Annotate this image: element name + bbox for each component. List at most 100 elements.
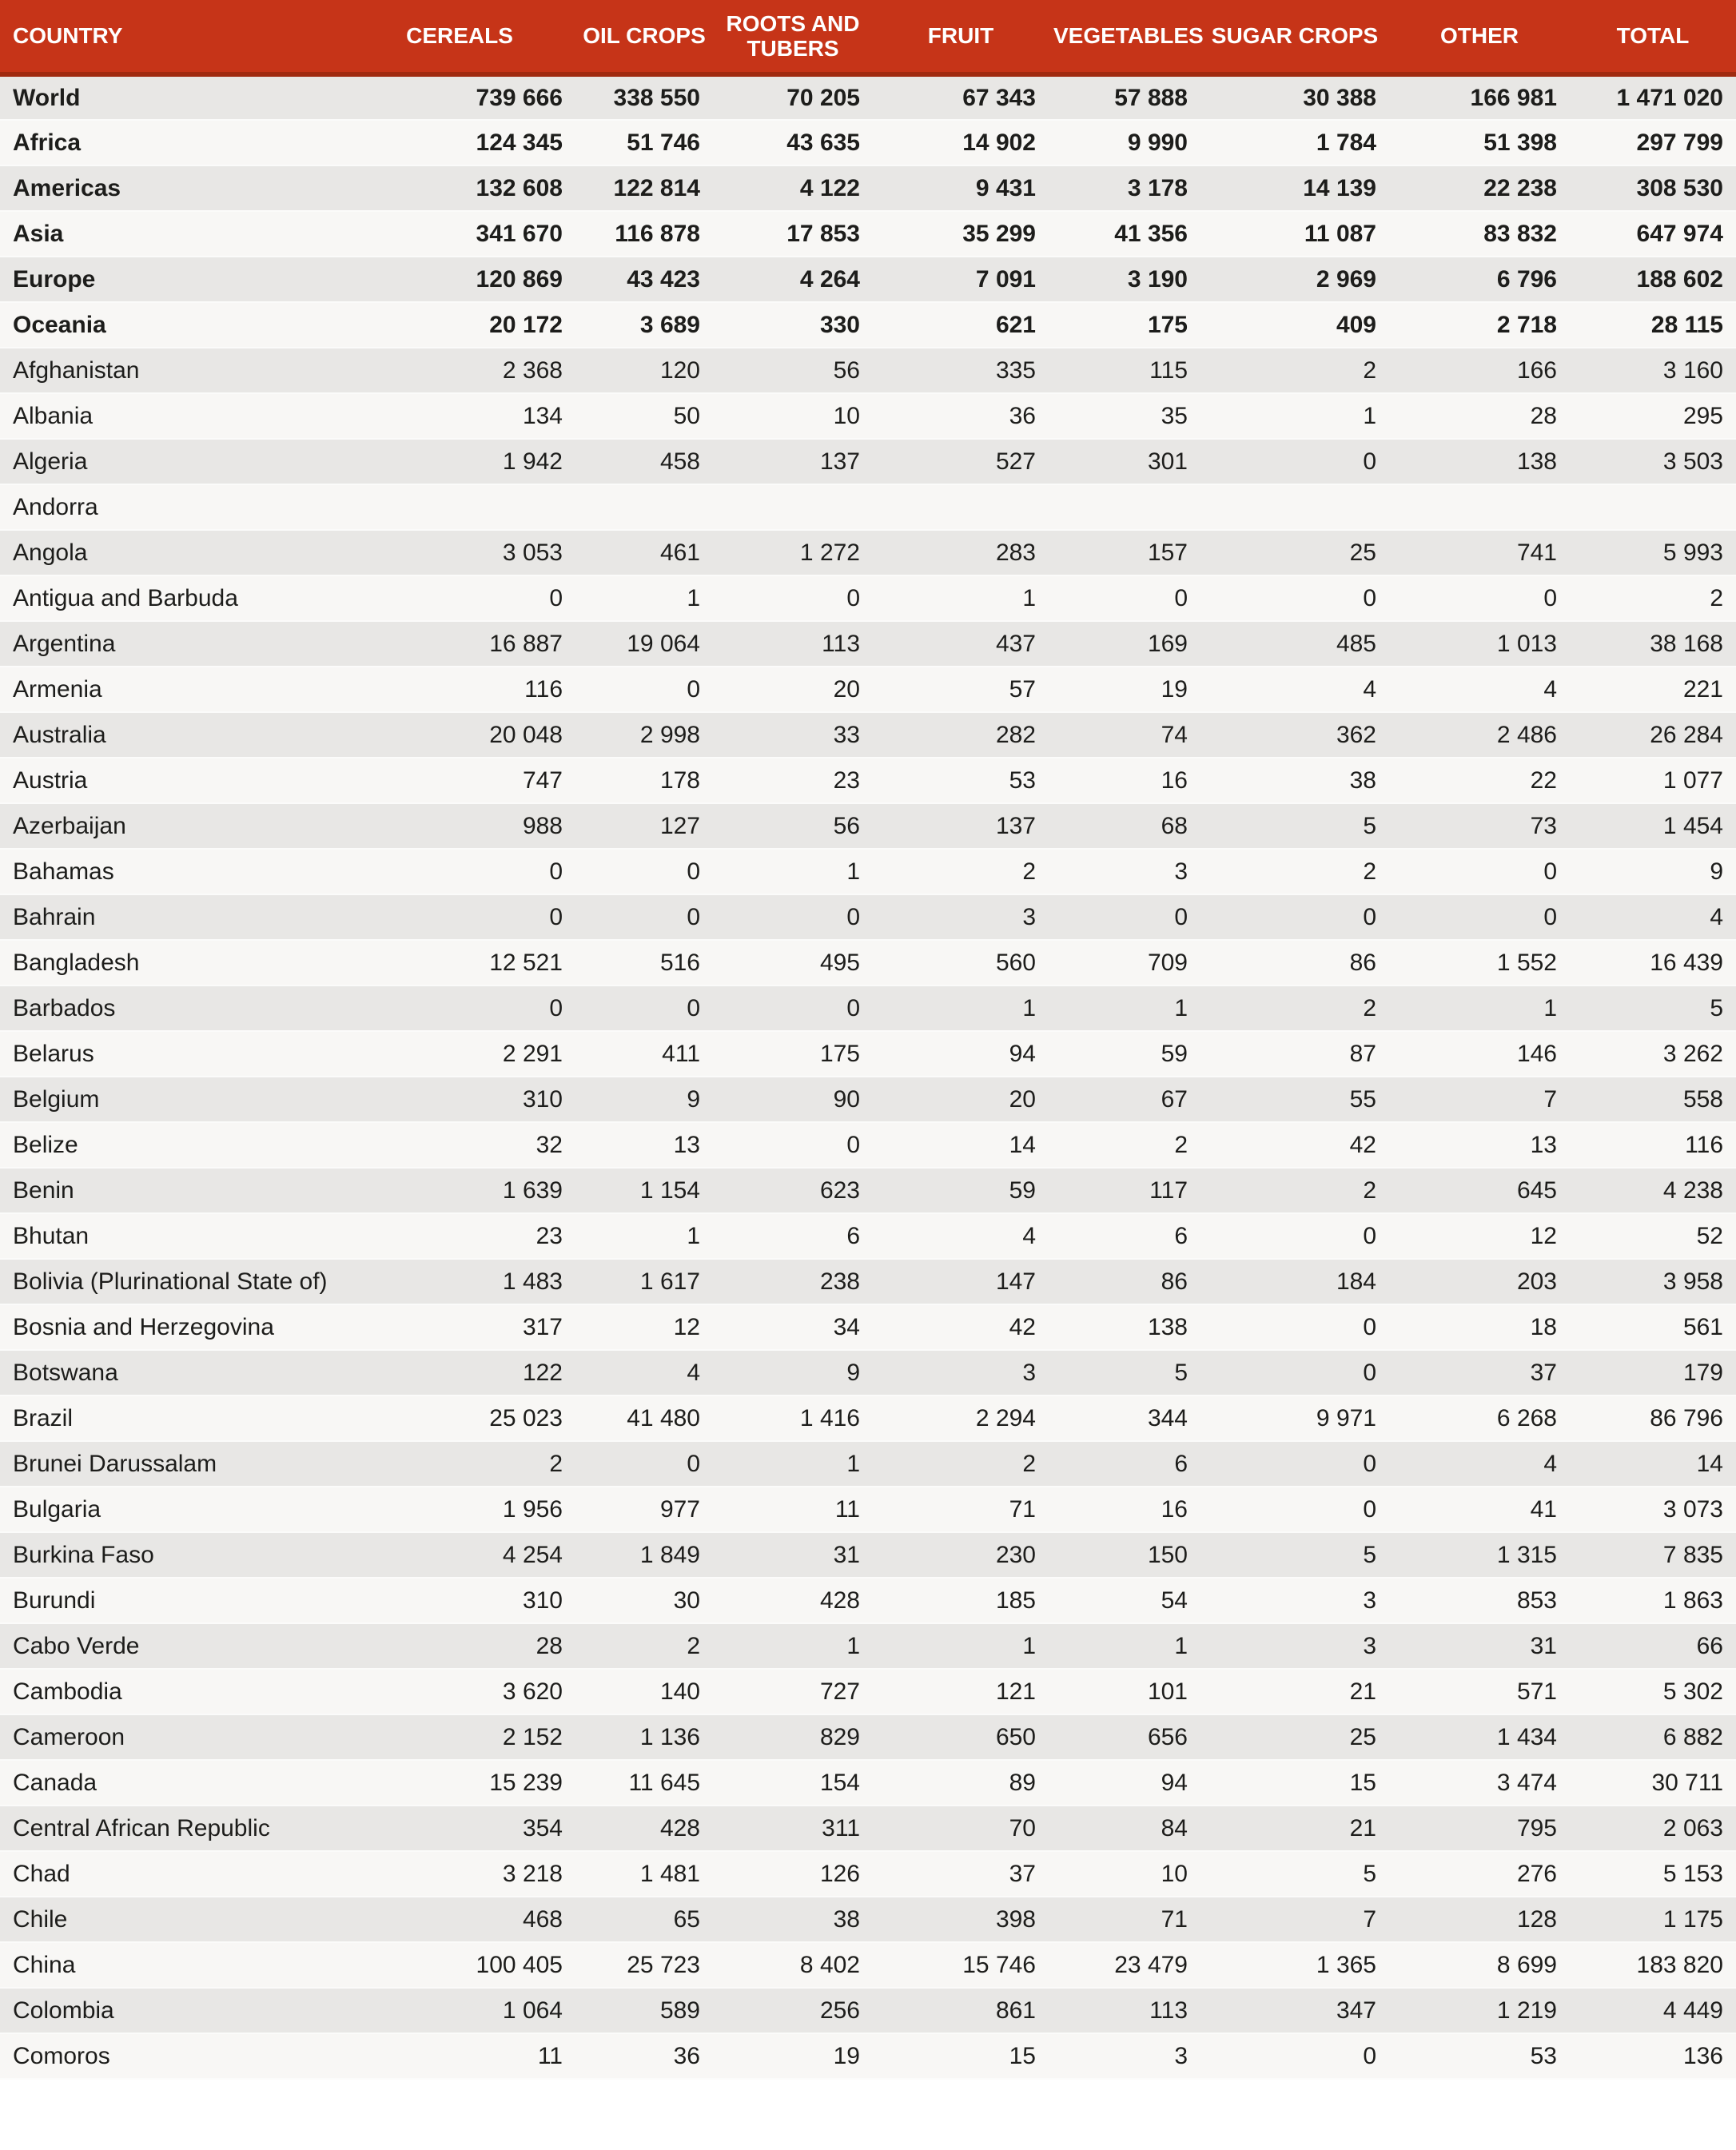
value-cell: 0 <box>1389 849 1570 894</box>
value-cell: 6 <box>1049 1213 1200 1259</box>
value-cell: 3 <box>1200 1578 1389 1623</box>
value-cell: 256 <box>713 1988 873 2033</box>
country-cell: Benin <box>0 1168 344 1213</box>
value-cell: 1 013 <box>1389 621 1570 667</box>
value-cell: 5 <box>1200 1851 1389 1897</box>
value-cell: 184 <box>1200 1259 1389 1304</box>
value-cell: 9 <box>575 1077 713 1122</box>
value-cell: 0 <box>713 985 873 1031</box>
table-row: Algeria 1 942 458 137 527 301 0 138 3 503 <box>0 439 1736 484</box>
value-cell: 12 <box>575 1304 713 1350</box>
value-cell: 157 <box>1049 530 1200 575</box>
value-cell: 1 <box>873 1623 1049 1669</box>
value-cell: 10 <box>1049 1851 1200 1897</box>
value-cell: 276 <box>1389 1851 1570 1897</box>
value-cell: 411 <box>575 1031 713 1077</box>
value-cell: 147 <box>873 1259 1049 1304</box>
table-row: Cambodia 3 620 140 727 121 101 21 571 5 302 <box>0 1669 1736 1714</box>
country-cell: Colombia <box>0 1988 344 2033</box>
value-cell: 175 <box>713 1031 873 1077</box>
table-row: China 100 405 25 723 8 402 15 746 23 479 1 365… <box>0 1942 1736 1988</box>
value-cell: 2 <box>575 1623 713 1669</box>
country-cell: Bulgaria <box>0 1487 344 1532</box>
table-row: Colombia 1 064 589 256 861 113 347 1 219 4 449 <box>0 1988 1736 2033</box>
value-cell: 14 139 <box>1200 165 1389 211</box>
value-cell: 41 480 <box>575 1396 713 1441</box>
value-cell: 100 405 <box>344 1942 575 1988</box>
value-cell: 68 <box>1049 803 1200 849</box>
value-cell: 3 <box>1200 1623 1389 1669</box>
value-cell: 310 <box>344 1578 575 1623</box>
header-other: OTHER <box>1389 0 1570 77</box>
value-cell: 3 190 <box>1049 257 1200 302</box>
country-cell: Azerbaijan <box>0 803 344 849</box>
value-cell <box>344 484 575 530</box>
value-cell: 203 <box>1389 1259 1570 1304</box>
value-cell: 647 974 <box>1570 211 1736 257</box>
country-cell: Bahamas <box>0 849 344 894</box>
value-cell: 138 <box>1049 1304 1200 1350</box>
value-cell: 1 849 <box>575 1532 713 1578</box>
value-cell: 1 942 <box>344 439 575 484</box>
value-cell: 90 <box>713 1077 873 1122</box>
value-cell: 645 <box>1389 1168 1570 1213</box>
value-cell: 2 063 <box>1570 1806 1736 1851</box>
value-cell: 1 136 <box>575 1714 713 1760</box>
header-vegetables: VEGETABLES <box>1049 0 1204 77</box>
value-cell: 282 <box>873 712 1049 758</box>
table-row: Brazil 25 023 41 480 1 416 2 294 344 9 971 6 26… <box>0 1396 1736 1441</box>
value-cell: 0 <box>1200 1304 1389 1350</box>
value-cell <box>1389 484 1570 530</box>
value-cell: 33 <box>713 712 873 758</box>
value-cell: 1 219 <box>1389 1988 1570 2033</box>
country-cell: Argentina <box>0 621 344 667</box>
value-cell: 8 699 <box>1389 1942 1570 1988</box>
table-row: Oceania 20 172 3 689 330 621 175 409 2 718 28 11… <box>0 302 1736 348</box>
value-cell <box>1049 484 1200 530</box>
value-cell: 137 <box>713 439 873 484</box>
value-cell: 560 <box>873 940 1049 985</box>
value-cell: 3 <box>873 1350 1049 1396</box>
value-cell: 185 <box>873 1578 1049 1623</box>
value-cell: 1 <box>873 575 1049 621</box>
value-cell: 527 <box>873 439 1049 484</box>
production-table: COUNTRY CEREALS OIL CROPS ROOTS AND TUBE… <box>0 0 1736 2079</box>
value-cell: 30 711 <box>1570 1760 1736 1806</box>
value-cell: 54 <box>1049 1578 1200 1623</box>
value-cell: 71 <box>873 1487 1049 1532</box>
value-cell: 25 <box>1200 1714 1389 1760</box>
value-cell: 0 <box>575 1441 713 1487</box>
table-body: World 739 666 338 550 70 205 67 343 57 888 30 … <box>0 74 1736 2079</box>
value-cell: 73 <box>1389 803 1570 849</box>
value-cell: 126 <box>713 1851 873 1897</box>
value-cell: 2 291 <box>344 1031 575 1077</box>
country-cell: Brazil <box>0 1396 344 1441</box>
value-cell: 2 <box>1200 849 1389 894</box>
table-row: Benin 1 639 1 154 623 59 117 2 645 4 238 <box>0 1168 1736 1213</box>
value-cell: 23 <box>713 758 873 803</box>
value-cell: 4 <box>1389 1441 1570 1487</box>
header-fruit: FRUIT <box>873 0 1049 77</box>
country-cell: Botswana <box>0 1350 344 1396</box>
value-cell: 19 064 <box>575 621 713 667</box>
value-cell: 1 483 <box>344 1259 575 1304</box>
country-cell: Armenia <box>0 667 344 712</box>
value-cell: 51 746 <box>575 120 713 165</box>
value-cell: 5 <box>1570 985 1736 1031</box>
table-row: Afghanistan 2 368 120 56 335 115 2 166 3 160 <box>0 348 1736 393</box>
value-cell: 4 <box>1570 894 1736 940</box>
value-cell: 146 <box>1389 1031 1570 1077</box>
value-cell: 11 <box>344 2033 575 2079</box>
value-cell: 4 <box>873 1213 1049 1259</box>
value-cell: 461 <box>575 530 713 575</box>
value-cell: 26 284 <box>1570 712 1736 758</box>
value-cell: 1 617 <box>575 1259 713 1304</box>
value-cell: 20 172 <box>344 302 575 348</box>
value-cell: 65 <box>575 1897 713 1942</box>
value-cell: 3 <box>1049 849 1200 894</box>
header-total: TOTAL <box>1570 0 1736 77</box>
table-row: Belarus 2 291 411 175 94 59 87 146 3 262 <box>0 1031 1736 1077</box>
table-row: Belize 32 13 0 14 2 42 13 116 <box>0 1122 1736 1168</box>
table-row: Europe 120 869 43 423 4 264 7 091 3 190 2 969 6… <box>0 257 1736 302</box>
